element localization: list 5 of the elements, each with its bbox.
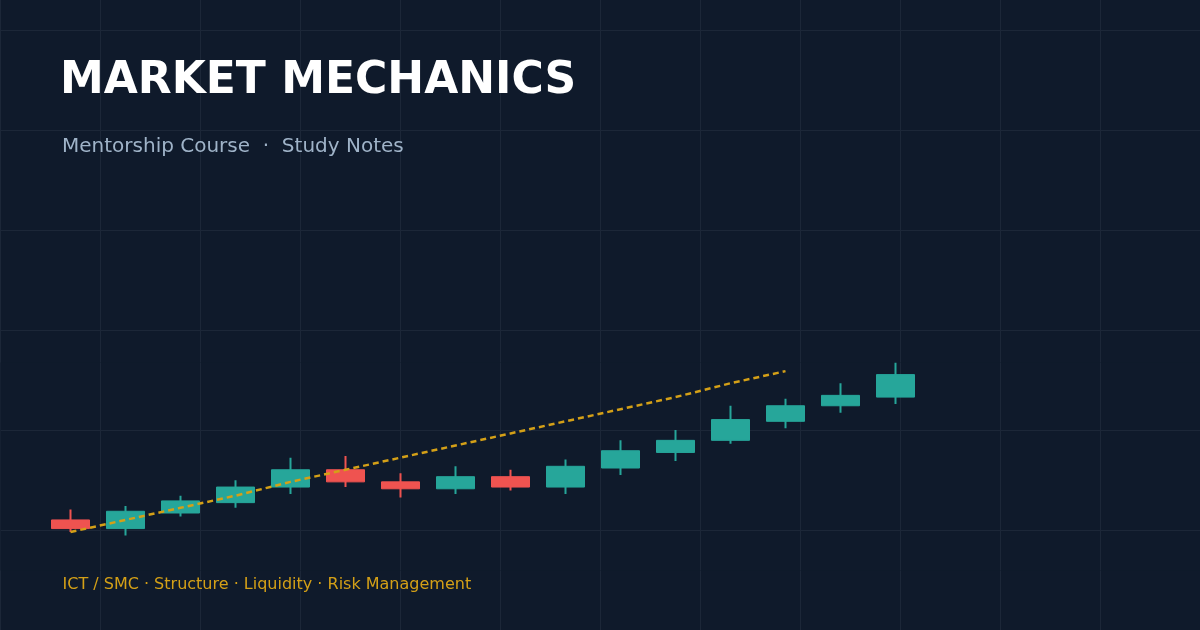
candlestick — [381, 472, 420, 499]
text: ICT / SMC · Structure · Liquidity · Risk Management — [62, 573, 472, 593]
chart-subtitle: Mentorship Course · Study Notes — [62, 133, 404, 157]
chart-title: MARKET MECHANICS — [60, 52, 577, 103]
candlestick — [821, 382, 860, 414]
